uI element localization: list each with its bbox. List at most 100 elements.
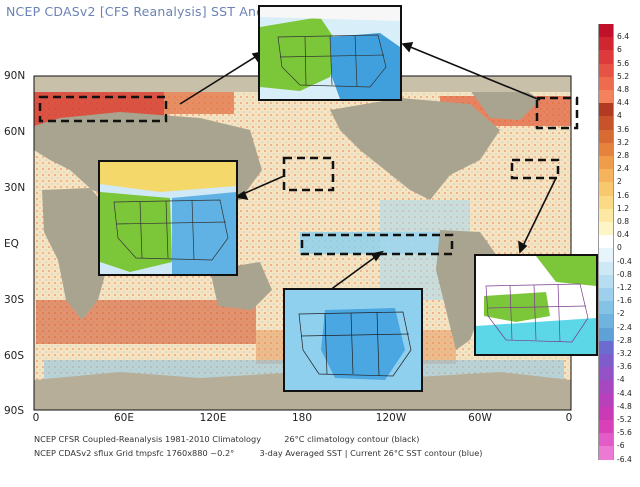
lon-label-120w: 120W bbox=[375, 412, 407, 424]
colorbar-swatch bbox=[598, 142, 614, 156]
colorbar-swatch bbox=[598, 248, 614, 262]
lon-label-60e: 60E bbox=[114, 412, 134, 424]
colorbar-swatch bbox=[598, 420, 614, 434]
colorbar-swatch bbox=[598, 314, 614, 328]
colorbar-swatch bbox=[598, 406, 614, 420]
colorbar-label: 0 bbox=[617, 243, 622, 253]
colorbar-label: -6.4 bbox=[617, 454, 632, 464]
colorbar-swatch bbox=[598, 37, 614, 51]
colorbar-swatch bbox=[598, 156, 614, 170]
colorbar-label: -2 bbox=[617, 309, 625, 319]
colorbar-label: -2.8 bbox=[617, 335, 632, 345]
colorbar-label: -0.8 bbox=[617, 269, 632, 279]
arrow-north-atlantic bbox=[519, 177, 557, 253]
colorbar-swatch bbox=[598, 24, 614, 38]
arrow-arctic-west bbox=[179, 51, 264, 105]
colorbar-label: -4.4 bbox=[617, 388, 632, 398]
region-box-arctic-east bbox=[535, 96, 579, 130]
colorbar-swatch bbox=[598, 354, 614, 368]
colorbar-swatch bbox=[598, 169, 614, 183]
colorbar-label: 5.6 bbox=[617, 58, 630, 68]
colorbar-label: -3.2 bbox=[617, 349, 632, 358]
region-box-north-pacific bbox=[282, 156, 335, 192]
region-box-north-atlantic bbox=[510, 158, 560, 180]
colorbar-swatch bbox=[598, 274, 614, 288]
lon-label-0-right: 0 bbox=[565, 412, 573, 424]
colorbar-label: 2.8 bbox=[617, 151, 630, 160]
lon-label-60w: 60W bbox=[468, 412, 492, 424]
region-box-equatorial-pacific bbox=[300, 233, 454, 256]
colorbar-swatch bbox=[598, 90, 614, 104]
colorbar-swatch bbox=[598, 103, 614, 117]
colorbar-swatch bbox=[598, 393, 614, 407]
colorbar-label: 1.6 bbox=[617, 190, 630, 200]
colorbar-swatch bbox=[598, 195, 614, 209]
arrow-arctic-east bbox=[402, 43, 541, 101]
colorbar-swatch bbox=[598, 222, 614, 236]
colorbar-label: 3.6 bbox=[617, 124, 630, 134]
colorbar-label: -1.2 bbox=[617, 283, 632, 292]
colorbar-label: -2.4 bbox=[617, 322, 632, 332]
lon-label-180: 180 bbox=[291, 412, 313, 424]
footer-line2-right: 3-day Averaged SST | Current 26°C SST co… bbox=[259, 448, 483, 458]
lat-label-eq: EQ bbox=[4, 238, 19, 250]
colorbar-label: 6.4 bbox=[617, 32, 630, 42]
colorbar-swatch bbox=[598, 129, 614, 143]
colorbar-swatch bbox=[598, 288, 614, 302]
colorbar-label: -5.6 bbox=[617, 428, 632, 438]
lat-label-90s: 90S bbox=[4, 405, 25, 417]
inset-right bbox=[474, 254, 598, 356]
lat-label-60s: 60S bbox=[4, 350, 25, 362]
lat-label-60n: 60N bbox=[4, 126, 26, 138]
colorbar-swatch bbox=[598, 76, 614, 90]
colorbar-swatch bbox=[598, 116, 614, 130]
colorbar-swatch bbox=[598, 182, 614, 196]
colorbar-swatch bbox=[598, 327, 614, 341]
footer-line2: NCEP CDASv2 sflux Grid tmpsfc 1760x880 ~… bbox=[34, 448, 482, 458]
colorbar-label: 4.4 bbox=[617, 98, 630, 108]
colorbar-swatch bbox=[598, 301, 614, 315]
colorbar-swatch bbox=[598, 50, 614, 64]
colorbar-label: -4.8 bbox=[617, 401, 632, 411]
footer-line1-left: NCEP CFSR Coupled-Reanalysis 1981-2010 C… bbox=[34, 434, 262, 444]
inset-bottom-center bbox=[283, 288, 423, 392]
colorbar-swatch bbox=[598, 433, 614, 447]
colorbar-label: 0.4 bbox=[617, 230, 630, 240]
region-box-arctic-west bbox=[38, 95, 168, 123]
colorbar-swatch bbox=[598, 235, 614, 249]
colorbar-label: 6 bbox=[617, 45, 622, 55]
colorbar-swatch bbox=[598, 446, 614, 460]
inset-left bbox=[98, 160, 238, 276]
colorbar-swatch bbox=[598, 367, 614, 381]
land-africa bbox=[42, 188, 112, 320]
colorbar-label: 5.2 bbox=[617, 71, 630, 81]
footer-line1: NCEP CFSR Coupled-Reanalysis 1981-2010 C… bbox=[34, 434, 420, 444]
colorbar-label: 1.2 bbox=[617, 203, 630, 213]
colorbar-swatch bbox=[598, 380, 614, 394]
title: NCEP CDASv2 [CFS Reanalysis] SST Anoma bbox=[6, 4, 285, 19]
colorbar-label: -6 bbox=[617, 441, 625, 451]
southern-ocean-warm bbox=[36, 300, 256, 344]
land-greenland bbox=[470, 86, 540, 120]
lon-label-120e: 120E bbox=[199, 412, 227, 424]
footer-line2-left: NCEP CDASv2 sflux Grid tmpsfc 1760x880 ~… bbox=[34, 448, 235, 458]
colorbar-label: 4.8 bbox=[617, 85, 630, 94]
lat-label-30n: 30N bbox=[4, 182, 26, 194]
colorbar-label: 3.2 bbox=[617, 137, 630, 147]
lon-label-0-left: 0 bbox=[32, 412, 40, 424]
colorbar-swatch bbox=[598, 261, 614, 275]
colorbar-label: -5.2 bbox=[617, 415, 632, 424]
colorbar-swatch bbox=[598, 340, 614, 354]
lat-label-30s: 30S bbox=[4, 294, 25, 306]
colorbar-label: 2.4 bbox=[617, 164, 630, 174]
land-north-america bbox=[330, 98, 500, 200]
footer-line1-right: 26°C climatology contour (black) bbox=[284, 434, 420, 444]
colorbar-label: -1.6 bbox=[617, 296, 632, 306]
colorbar-swatch bbox=[598, 63, 614, 77]
colorbar-label: -3.6 bbox=[617, 362, 632, 372]
colorbar-label: 2 bbox=[617, 177, 622, 187]
colorbar-label: -0.4 bbox=[617, 256, 632, 266]
colorbar-label: 4 bbox=[617, 111, 622, 121]
inset-top-center bbox=[258, 5, 402, 101]
lat-label-90n: 90N bbox=[4, 70, 26, 82]
